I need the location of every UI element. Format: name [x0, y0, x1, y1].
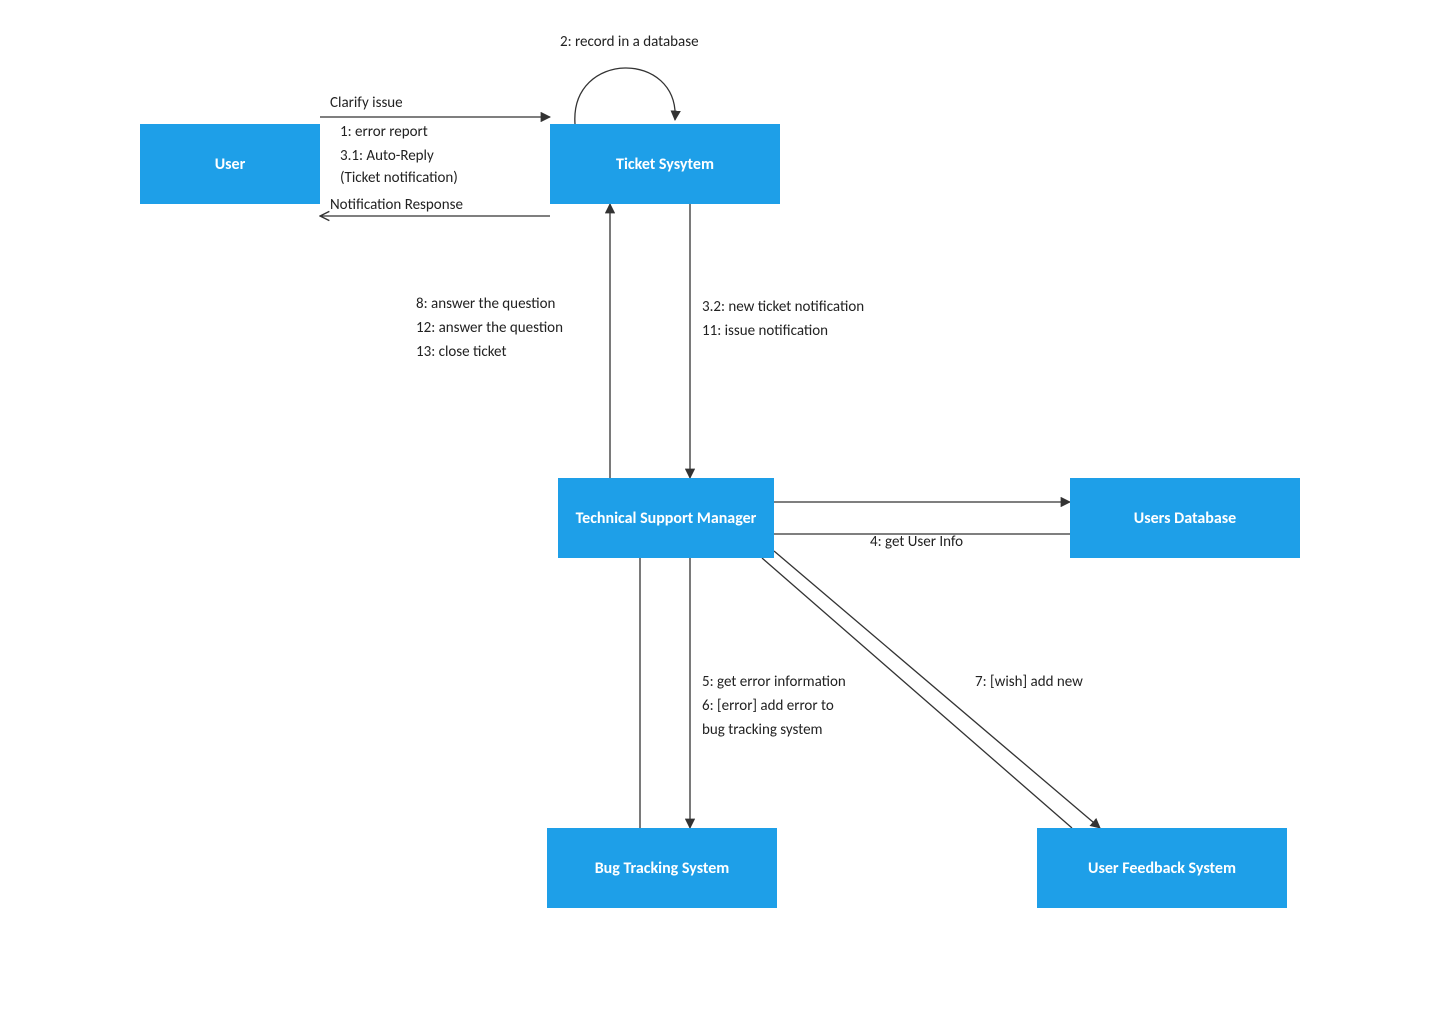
node-usersdb-label: Users Database [1134, 509, 1236, 528]
edge-record-db-loop [575, 68, 675, 124]
node-ticket-system: Ticket Sysytem [550, 124, 780, 204]
node-tsm: Technical Support Manager [558, 478, 774, 558]
node-bugtrack-label: Bug Tracking System [595, 859, 730, 878]
label-autoreply-2: (Ticket notification) [340, 169, 458, 187]
node-bug-tracking: Bug Tracking System [547, 828, 777, 908]
label-get-error-1: 5: get error information [702, 673, 846, 691]
label-get-error-2: 6: [error] add error to [702, 697, 834, 715]
label-answer-12: 12: answer the question [416, 319, 563, 337]
label-get-user-info: 4: get User Info [870, 533, 963, 551]
label-answer-8: 8: answer the question [416, 295, 555, 313]
node-user-label: User [215, 155, 246, 174]
label-get-error-3: bug tracking system [702, 721, 823, 739]
node-users-database: Users Database [1070, 478, 1300, 558]
node-tsm-label: Technical Support Manager [576, 509, 757, 528]
label-error-report: 1: error report [340, 123, 428, 141]
label-close-13: 13: close ticket [416, 343, 506, 361]
node-feedback-label: User Feedback System [1088, 859, 1236, 878]
label-new-ticket: 3.2: new ticket notification [702, 298, 864, 316]
label-notif-response: Notification Response [330, 196, 463, 214]
label-clarify: Clarify issue [330, 94, 403, 112]
label-issue-notif: 11: issue notification [702, 322, 828, 340]
node-user-feedback: User Feedback System [1037, 828, 1287, 908]
label-wish-add-new: 7: [wish] add new [975, 673, 1083, 691]
node-user: User [140, 124, 320, 204]
label-record-db: 2: record in a database [560, 33, 699, 51]
label-autoreply-1: 3.1: Auto-Reply [340, 147, 434, 165]
edge-feedback-to-tsm [762, 558, 1072, 828]
node-ticket-label: Ticket Sysytem [616, 155, 714, 174]
